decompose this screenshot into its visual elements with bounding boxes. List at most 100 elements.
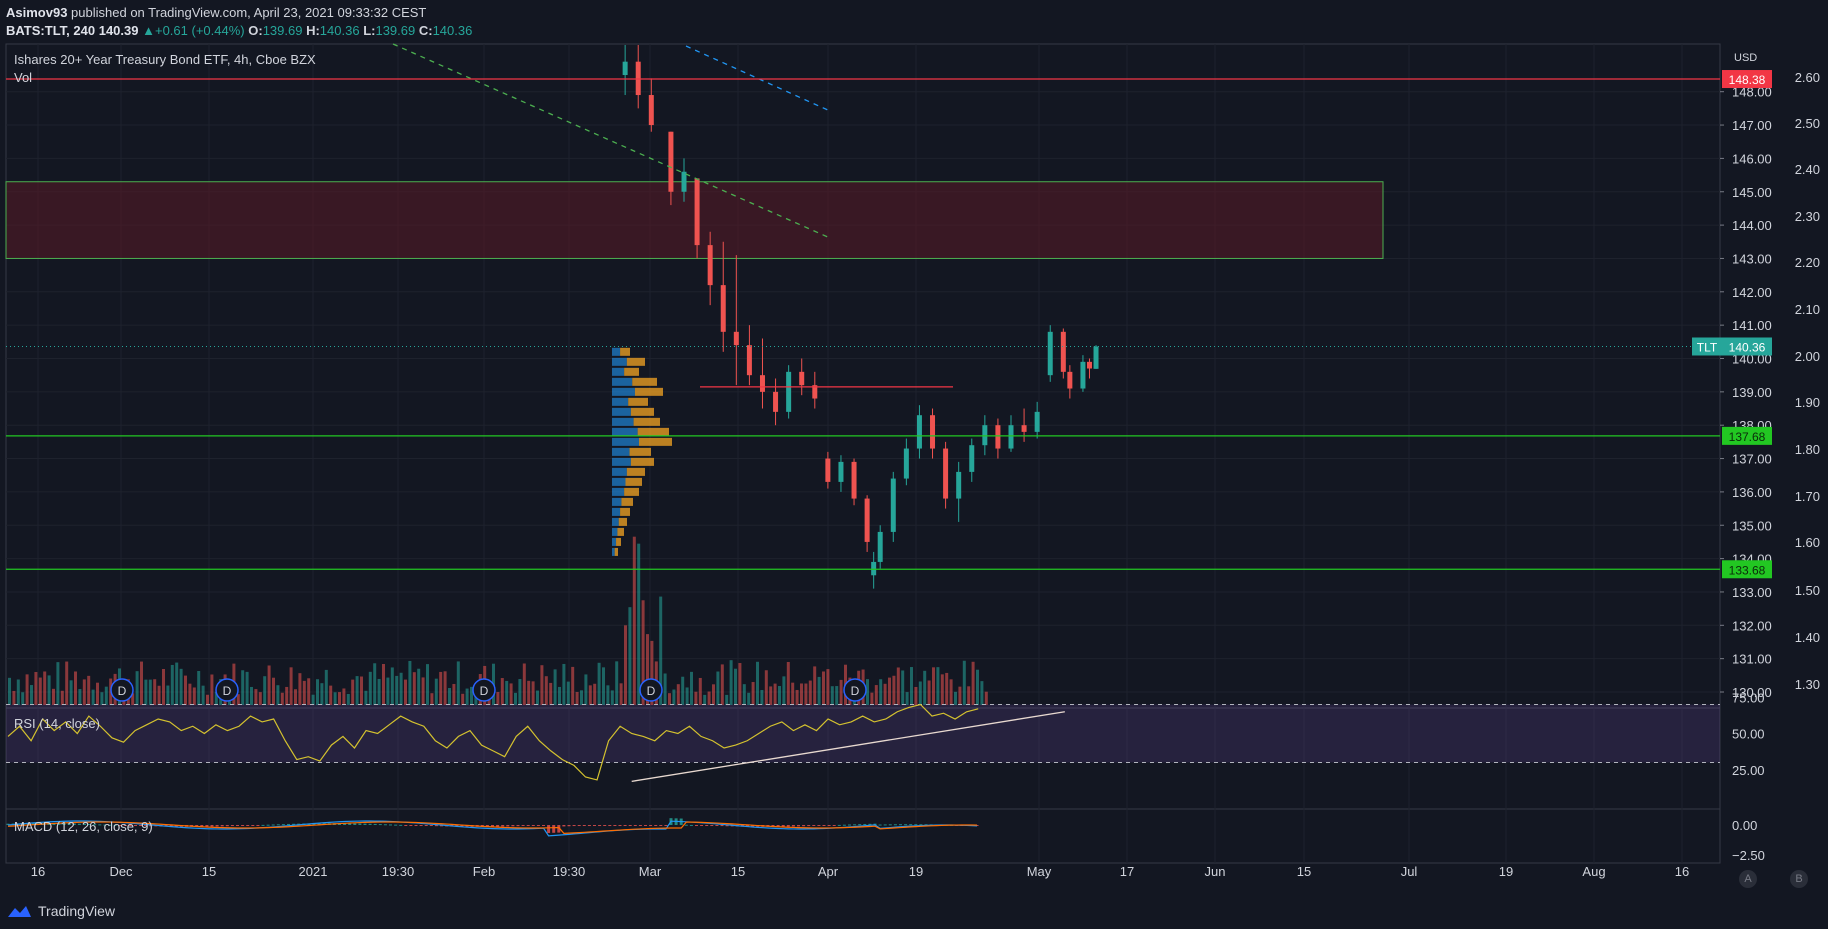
dividend-marker-label: D (647, 684, 656, 698)
volume-bar (742, 684, 746, 705)
candle-body (871, 561, 877, 576)
volume-bar (78, 689, 82, 705)
macd-histogram-bar (516, 825, 520, 827)
dividend-marker (215, 678, 239, 702)
low-value: 139.69 (375, 23, 416, 38)
symbol-label[interactable]: BATS:TLT, 240 (6, 23, 96, 38)
volume-bar (21, 692, 25, 705)
macd-histogram-bar (83, 823, 86, 825)
volume-bar (659, 596, 663, 705)
level-price-tag (1722, 70, 1772, 89)
profile-bar-orange (618, 517, 627, 526)
macd-histogram-bar (832, 825, 836, 826)
profile-bar-blue (612, 467, 627, 476)
macd-histogram-bar (67, 823, 71, 825)
volume-bar (100, 692, 104, 705)
macd-histogram-bar (236, 825, 239, 826)
profile-bar-orange (637, 427, 669, 436)
macd-histogram-bar (914, 824, 918, 826)
macd-histogram-bar (603, 825, 607, 826)
volume-bar (382, 663, 385, 705)
macd-histogram-bar (225, 825, 229, 827)
candle-body (694, 178, 700, 246)
chart-canvas[interactable]: 130.00131.00132.00133.00134.00135.00136.… (0, 0, 1828, 895)
volume-bar (624, 625, 627, 705)
macd-histogram-bar (491, 825, 494, 827)
profile-bar-blue (612, 427, 638, 436)
volume-bar (131, 693, 135, 705)
volume-bar (294, 689, 297, 705)
macd-histogram-bar (797, 825, 800, 827)
volume-bar (593, 683, 597, 705)
candle-body (825, 458, 831, 482)
price-tick-label: 146.00 (1732, 151, 1772, 166)
profile-bar-orange (626, 467, 645, 476)
volume-bar (74, 671, 77, 705)
volume-bar (351, 679, 355, 705)
price-tick-label: 147.00 (1732, 118, 1772, 133)
level-price-label: 133.68 (1729, 563, 1766, 577)
tradingview-brand[interactable]: TradingView (6, 903, 115, 919)
macd-histogram-bar (888, 824, 892, 826)
macd-histogram-bar (128, 825, 132, 826)
log-scale-button[interactable]: B (1790, 870, 1808, 888)
profile-bar-orange (630, 457, 654, 466)
volume-bar (324, 669, 328, 705)
volume-bar (60, 690, 64, 705)
macd-histogram-bar (251, 825, 255, 826)
chart-header: Asimov93 published on TradingView.com, A… (0, 0, 1828, 44)
macd-histogram-bar (700, 825, 704, 826)
volume-bar (245, 671, 249, 705)
dividend-marker (843, 678, 867, 702)
macd-histogram-bar (460, 825, 464, 827)
volume-bar (201, 685, 205, 705)
macd-histogram-bar (123, 825, 127, 826)
close-label: C: (418, 23, 433, 38)
macd-histogram-bar (205, 825, 209, 827)
volume-bar (940, 674, 944, 705)
volume-bar (65, 661, 69, 705)
macd-histogram-bar (909, 824, 913, 826)
volume-bar (571, 666, 575, 705)
high-label: H: (306, 23, 320, 38)
candle-body (681, 171, 687, 192)
macd-histogram-bar (414, 825, 418, 826)
auto-scale-button[interactable]: A (1739, 870, 1757, 888)
profile-bar-blue (612, 347, 621, 356)
volume-bar (967, 686, 971, 705)
profile-bar-orange (632, 377, 657, 386)
macd-histogram-bar (893, 824, 897, 826)
volume-bar (30, 685, 33, 705)
volume-bar (826, 669, 830, 705)
author-name[interactable]: Asimov93 (6, 5, 68, 20)
yield-tick-label: 1.40 (1795, 630, 1820, 645)
macd-histogram-bar (644, 825, 647, 826)
currency-label[interactable]: USD (1734, 52, 1758, 64)
tradingview-logo-icon (8, 906, 31, 917)
volume-bar (602, 667, 605, 705)
volume-bar (817, 676, 821, 705)
publish-info: Asimov93 published on TradingView.com, A… (6, 5, 426, 20)
volume-bar (276, 685, 280, 705)
macd-histogram-bar (424, 825, 428, 826)
macd-histogram-bar (118, 825, 122, 826)
volume-bar (144, 679, 148, 705)
macd-histogram-bar (654, 825, 658, 826)
volume-bar (707, 691, 711, 705)
macd-histogram-bar (496, 825, 500, 827)
yield-tick-label: 1.60 (1795, 535, 1820, 550)
volume-bar (588, 685, 592, 705)
candle-body (707, 245, 713, 286)
macd-histogram-bar (689, 824, 693, 826)
volume-bar (386, 677, 390, 705)
macd-histogram-bar (399, 824, 403, 826)
profile-bar-orange (620, 347, 630, 356)
volume-bar (47, 675, 51, 705)
volume-bar (135, 671, 139, 705)
volume-bar (496, 692, 500, 705)
volume-bar (465, 688, 469, 705)
macd-histogram-bar (863, 823, 867, 825)
volume-bar (747, 692, 751, 705)
macd-histogram-bar (210, 825, 214, 827)
macd-histogram-bar (501, 825, 505, 827)
